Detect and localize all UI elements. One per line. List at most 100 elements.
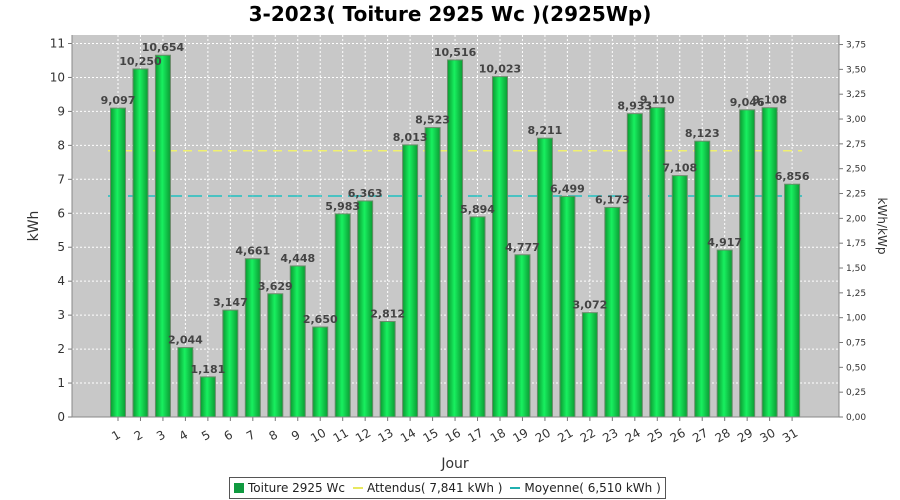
- x-tick-label: 19: [510, 426, 530, 446]
- y2-tick-label: 1,00: [846, 314, 866, 324]
- x-tick-label: 9: [289, 428, 303, 444]
- data-label: 8,211: [528, 124, 563, 137]
- x-tick-label: 10: [308, 426, 328, 446]
- x-tick-label: 31: [780, 426, 800, 446]
- y-tick-label: 3: [57, 308, 65, 322]
- x-tick-label: 8: [266, 428, 280, 444]
- x-tick-label: 13: [376, 426, 396, 446]
- bar: [739, 109, 756, 418]
- x-tick-label: 23: [600, 426, 620, 446]
- chart-title: 3-2023( Toiture 2925 Wc )(2925Wp): [248, 2, 652, 26]
- data-label: 6,499: [550, 182, 585, 195]
- y-tick-label: 5: [57, 240, 65, 254]
- x-tick-label: 16: [443, 426, 463, 446]
- data-label: 4,661: [235, 245, 270, 258]
- legend-swatch-bars: [234, 483, 244, 493]
- y-tick-label: 1: [57, 376, 65, 390]
- bar: [671, 175, 688, 418]
- data-label: 6,173: [595, 193, 630, 206]
- data-label: 6,856: [775, 170, 810, 183]
- x-tick-label: 15: [420, 426, 440, 446]
- y2-tick-label: 0,50: [846, 363, 866, 373]
- y-tick-label: 0: [57, 410, 65, 424]
- y2-tick-label: 1,50: [846, 264, 866, 274]
- data-label: 3,629: [258, 280, 293, 293]
- data-label: 6,363: [348, 187, 383, 200]
- data-label: 10,654: [142, 41, 185, 54]
- x-tick-label: 2: [132, 428, 146, 444]
- y-tick-label: 9: [57, 104, 65, 118]
- y2-tick-label: 3,00: [846, 115, 866, 125]
- data-label: 9,046: [730, 96, 765, 109]
- data-label: 3,072: [572, 299, 607, 312]
- x-tick-label: 18: [488, 426, 508, 446]
- y2-tick-label: 2,50: [846, 165, 866, 175]
- data-label: 4,917: [707, 236, 742, 249]
- data-label: 9,097: [101, 94, 136, 107]
- y-tick-label: 10: [50, 70, 65, 84]
- data-label: 2,650: [303, 313, 338, 326]
- y2-tick-label: 3,75: [846, 41, 866, 51]
- y-tick-label: 11: [50, 36, 65, 50]
- bar: [199, 376, 216, 418]
- bar: [132, 68, 149, 418]
- bar: [469, 216, 486, 418]
- y2-tick-label: 1,25: [846, 289, 866, 299]
- x-axis-title: Jour: [440, 456, 469, 472]
- data-label: 8,523: [415, 114, 450, 127]
- y-tick-label: 7: [57, 172, 65, 186]
- y-axis-title: kWh: [26, 211, 42, 242]
- x-tick-label: 7: [244, 428, 258, 444]
- data-label: 10,023: [479, 63, 521, 76]
- x-tick-label: 26: [668, 426, 688, 446]
- y2-tick-label: 3,25: [846, 90, 866, 100]
- y2-tick-label: 0,75: [846, 339, 866, 349]
- bar: [604, 206, 621, 418]
- bar: [379, 321, 396, 418]
- x-tick-label: 25: [645, 426, 665, 446]
- x-tick-label: 20: [533, 426, 553, 446]
- y2-tick-label: 2,75: [846, 140, 866, 150]
- x-tick-label: 24: [623, 426, 643, 446]
- legend-swatch-average: [510, 487, 521, 489]
- bar: [784, 183, 801, 418]
- x-tick-label: 5: [199, 428, 213, 444]
- x-tick-label: 17: [465, 426, 485, 446]
- bar: [761, 107, 778, 418]
- data-label: 8,933: [617, 100, 652, 113]
- data-label: 3,147: [213, 296, 248, 309]
- legend-item-bars: Toiture 2925 Wc: [234, 481, 345, 495]
- data-label: 4,448: [280, 252, 315, 265]
- y-tick-label: 6: [57, 206, 65, 220]
- x-tick-label: 29: [735, 426, 755, 446]
- bar: [177, 347, 194, 418]
- bar: [267, 293, 284, 418]
- bar: [581, 312, 598, 418]
- legend-label-expected: Attendus( 7,841 kWh ): [366, 481, 503, 495]
- y-tick-label: 4: [57, 274, 65, 288]
- bar: [626, 113, 643, 418]
- bar: [536, 137, 553, 418]
- bar: [716, 249, 733, 418]
- bar: [402, 144, 419, 418]
- data-label: 7,108: [662, 162, 697, 175]
- y-tick-label: 2: [57, 342, 65, 356]
- x-tick-label: 3: [154, 428, 168, 444]
- data-label: 2,812: [370, 308, 405, 321]
- data-label: 10,250: [119, 55, 162, 68]
- x-tick-label: 21: [555, 426, 575, 446]
- data-label: 8,013: [393, 131, 428, 144]
- data-label: 5,894: [460, 203, 495, 216]
- bar: [514, 254, 531, 418]
- x-tick-label: 11: [331, 426, 351, 446]
- y2-tick-label: 0,00: [846, 413, 866, 423]
- y-tick-label: 8: [57, 138, 65, 152]
- x-tick-label: 30: [758, 426, 778, 446]
- x-tick-label: 27: [690, 426, 710, 446]
- bar: [694, 140, 711, 418]
- x-tick-label: 12: [353, 426, 373, 446]
- x-tick-label: 28: [713, 426, 733, 446]
- data-label: 9,110: [640, 94, 675, 107]
- legend-item-expected: Attendus( 7,841 kWh ): [352, 481, 503, 495]
